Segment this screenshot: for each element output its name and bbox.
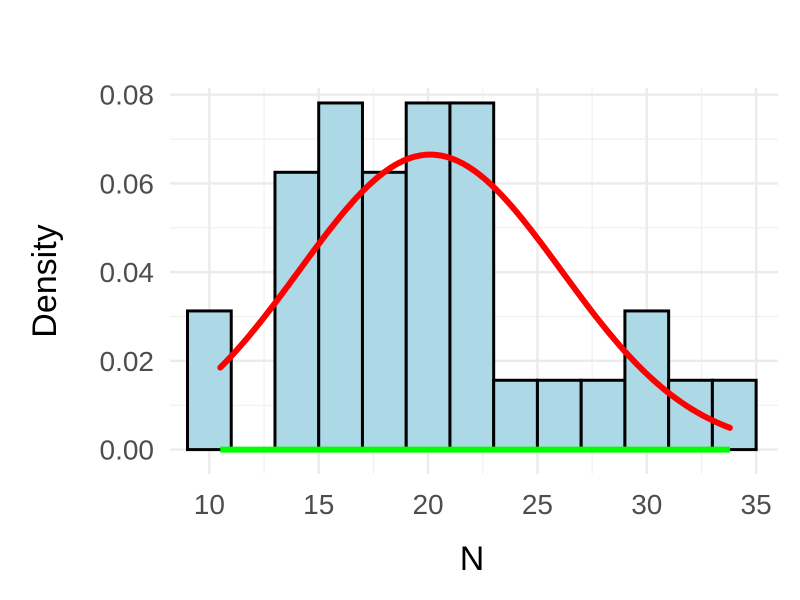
histogram-bar [317, 101, 364, 452]
y-tick-label: 0.00 [100, 435, 155, 466]
y-tick-label: 0.06 [100, 168, 155, 199]
x-tick-label: 20 [412, 489, 443, 520]
histogram-bar [623, 309, 671, 452]
x-tick-label: 10 [194, 489, 225, 520]
x-tick-label: 30 [631, 489, 662, 520]
y-tick-label: 0.04 [100, 257, 155, 288]
histogram-bar [492, 378, 539, 452]
x-tick-label: 25 [522, 489, 553, 520]
histogram-bar [535, 378, 583, 452]
histogram-bars [185, 101, 758, 452]
x-tick-labels: 10 15 20 25 30 35 [194, 489, 772, 520]
y-tick-labels: 0.00 0.02 0.04 0.06 0.08 [100, 80, 155, 466]
histogram-bar [273, 170, 321, 452]
histogram-bar [579, 378, 627, 452]
histogram-bar [185, 309, 233, 452]
y-tick-label: 0.02 [100, 346, 155, 377]
histogram-bar [710, 378, 758, 452]
histogram-bar [360, 170, 408, 452]
y-axis-title: Density [26, 224, 64, 337]
x-tick-label: 15 [303, 489, 334, 520]
y-tick-label: 0.08 [100, 80, 155, 111]
normal-density-curve [217, 151, 733, 431]
x-tick-label: 35 [741, 489, 772, 520]
x-axis-title: N [460, 540, 485, 578]
histogram-bar [448, 101, 496, 452]
